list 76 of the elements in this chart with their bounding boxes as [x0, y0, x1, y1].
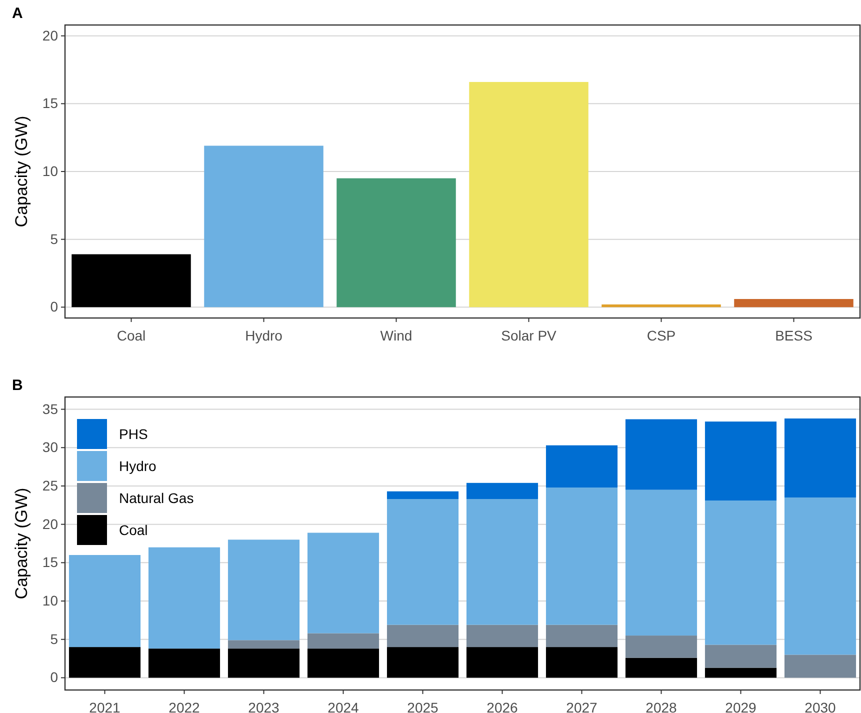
bar — [784, 497, 856, 655]
bar — [307, 633, 380, 649]
bar — [546, 488, 618, 625]
y-tick-label: 0 — [50, 669, 58, 686]
legend-label: Natural Gas — [119, 490, 194, 506]
bar — [148, 547, 220, 649]
chart-title: A — [12, 5, 23, 22]
x-tick-label: Solar PV — [501, 327, 558, 344]
x-tick-label: 2030 — [804, 699, 836, 713]
y-tick-label: 20 — [42, 516, 58, 532]
x-tick-label: Coal — [116, 327, 146, 344]
bar — [386, 499, 459, 625]
x-tick-label: 2021 — [89, 699, 121, 713]
x-tick-label: 2028 — [646, 699, 678, 713]
bar — [704, 644, 777, 668]
y-tick-label: 35 — [42, 400, 58, 417]
bar — [784, 418, 856, 498]
bar — [469, 82, 588, 308]
y-axis-title: Capacity (GW) — [12, 488, 31, 600]
bar — [546, 647, 618, 678]
bar — [307, 648, 380, 678]
bar — [386, 624, 459, 648]
y-tick-label: 0 — [50, 298, 58, 315]
y-tick-label: 15 — [42, 554, 58, 570]
bar — [704, 668, 777, 678]
bar — [72, 254, 191, 308]
bar — [546, 445, 618, 488]
chart-title: B — [12, 377, 23, 394]
y-tick-label: 25 — [42, 477, 58, 494]
x-tick-label: Hydro — [245, 327, 283, 344]
y-tick-label: 10 — [42, 162, 58, 179]
bar — [625, 636, 698, 658]
bar — [784, 654, 856, 678]
y-tick-label: 5 — [50, 230, 58, 247]
legend-label: Hydro — [119, 458, 157, 474]
bar — [228, 540, 300, 640]
bar — [625, 419, 698, 490]
bar — [466, 482, 538, 500]
bar — [625, 490, 698, 636]
bar — [625, 658, 698, 678]
y-tick-label: 15 — [42, 95, 58, 112]
bar — [228, 648, 300, 678]
y-tick-label: 10 — [42, 592, 58, 609]
bar — [704, 500, 777, 645]
x-tick-label: 2022 — [168, 699, 200, 713]
bar — [466, 647, 538, 678]
x-tick-label: 2026 — [486, 699, 518, 713]
bar — [466, 624, 538, 648]
x-tick-label: 2023 — [248, 699, 280, 713]
y-tick-label: 30 — [42, 439, 58, 456]
bar — [336, 178, 456, 308]
bar — [228, 640, 300, 649]
bar — [68, 555, 141, 648]
bar — [466, 499, 538, 625]
y-axis-title: Capacity (GW) — [12, 116, 31, 228]
bar — [204, 146, 324, 308]
y-tick-label: 5 — [50, 630, 58, 647]
legend-label: Coal — [119, 522, 148, 538]
bar — [546, 624, 618, 648]
bar — [704, 422, 777, 501]
x-tick-label: Wind — [380, 327, 412, 344]
bar — [148, 648, 220, 678]
bar — [68, 647, 141, 678]
y-tick-label: 20 — [42, 27, 58, 44]
x-tick-label: 2024 — [328, 699, 360, 713]
x-tick-label: BESS — [775, 327, 812, 344]
bar — [602, 304, 721, 308]
x-tick-label: CSP — [646, 327, 676, 344]
legend-label: PHS — [119, 426, 148, 442]
x-tick-label: 2029 — [725, 699, 757, 713]
bar — [734, 299, 854, 308]
bar — [307, 532, 380, 634]
x-tick-label: 2027 — [566, 699, 598, 713]
x-tick-label: 2025 — [407, 699, 439, 713]
bar — [386, 647, 459, 678]
bar — [386, 491, 459, 500]
